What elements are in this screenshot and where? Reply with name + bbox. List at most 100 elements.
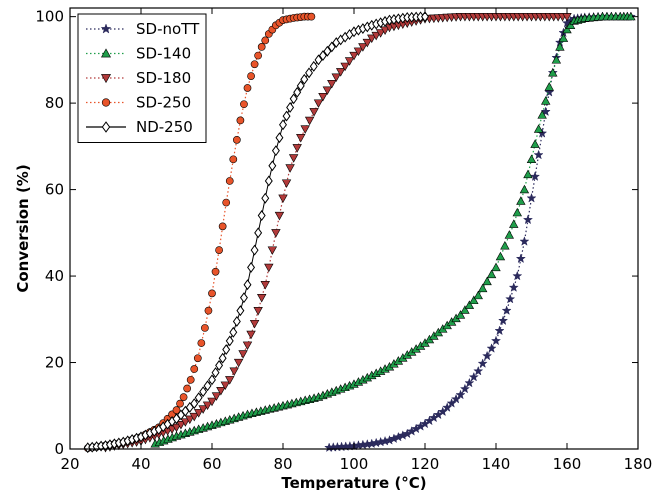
data-point xyxy=(358,43,368,52)
legend-item: ND-250 xyxy=(86,118,193,136)
y-tick-label: 80 xyxy=(45,94,64,112)
data-point xyxy=(304,116,315,126)
data-point xyxy=(486,269,497,279)
data-point xyxy=(335,68,346,77)
data-point xyxy=(202,401,213,411)
x-tick-label: 20 xyxy=(60,455,79,473)
data-point xyxy=(482,350,493,361)
data-point xyxy=(246,330,256,340)
data-point xyxy=(190,365,199,373)
data-point xyxy=(249,319,260,329)
data-point xyxy=(215,246,223,254)
data-point xyxy=(494,325,505,336)
legend-label: SD-180 xyxy=(136,69,191,87)
data-point xyxy=(189,412,199,422)
data-point xyxy=(261,192,270,204)
data-point xyxy=(271,145,280,157)
series-line xyxy=(154,16,631,445)
data-point xyxy=(257,43,266,51)
data-point xyxy=(565,20,576,29)
data-point xyxy=(220,381,231,391)
data-point xyxy=(204,306,213,315)
data-point xyxy=(240,100,248,109)
data-point xyxy=(288,154,299,163)
data-point xyxy=(490,335,502,346)
data-point xyxy=(278,194,288,204)
y-tick-label: 0 xyxy=(54,440,64,458)
data-point xyxy=(193,354,202,363)
data-point xyxy=(522,214,534,225)
data-point xyxy=(455,310,466,319)
data-point xyxy=(279,119,287,131)
series-sd-nott xyxy=(324,11,636,453)
data-point xyxy=(537,110,547,119)
data-point xyxy=(477,358,488,368)
x-tick-label: 100 xyxy=(340,455,369,473)
x-tick-label: 60 xyxy=(202,455,221,473)
data-point xyxy=(274,211,285,221)
data-point xyxy=(519,184,530,194)
data-point xyxy=(225,335,234,347)
y-axis-label: Conversion (%) xyxy=(14,164,32,292)
data-point xyxy=(292,144,302,153)
data-point xyxy=(281,179,292,188)
legend-marker xyxy=(100,48,112,58)
data-point xyxy=(293,86,302,98)
data-point xyxy=(533,124,544,133)
data-point xyxy=(526,154,537,163)
x-tick-label: 180 xyxy=(624,455,653,473)
data-point xyxy=(362,38,373,48)
data-point xyxy=(468,371,479,382)
data-point xyxy=(236,305,245,317)
data-point xyxy=(508,282,519,292)
data-point xyxy=(318,50,327,62)
data-point xyxy=(250,60,259,69)
data-point xyxy=(282,110,291,122)
data-point xyxy=(558,33,569,42)
data-point xyxy=(526,192,537,203)
data-point xyxy=(309,60,318,72)
data-point xyxy=(318,92,328,102)
data-point xyxy=(236,116,245,125)
data-point xyxy=(307,12,316,21)
data-point xyxy=(340,62,350,72)
data-point xyxy=(464,300,475,309)
data-point xyxy=(264,175,273,187)
data-point xyxy=(323,45,332,57)
data-point xyxy=(300,73,309,85)
data-point xyxy=(180,418,191,427)
x-tick-label: 120 xyxy=(411,455,440,473)
data-point xyxy=(551,55,562,64)
data-point xyxy=(232,135,241,144)
data-point xyxy=(562,24,572,34)
data-point xyxy=(229,326,238,338)
data-point xyxy=(247,261,256,273)
data-point xyxy=(296,134,306,143)
data-point xyxy=(194,392,203,404)
x-tick-label: 40 xyxy=(131,455,150,473)
data-point xyxy=(261,36,270,45)
legend-item: SD-140 xyxy=(86,45,191,63)
data-point xyxy=(275,132,284,144)
data-point xyxy=(201,324,209,332)
data-point xyxy=(222,198,231,207)
data-point xyxy=(199,386,208,398)
data-point xyxy=(267,246,278,255)
data-point xyxy=(225,376,235,385)
legend-marker xyxy=(100,74,112,84)
x-tick-label: 160 xyxy=(553,455,582,473)
data-point xyxy=(176,421,186,430)
data-point xyxy=(286,101,295,113)
data-point xyxy=(548,68,558,77)
data-point xyxy=(498,315,509,326)
data-point xyxy=(500,240,510,250)
data-point xyxy=(512,207,523,217)
data-point xyxy=(515,253,526,264)
series-sd-140 xyxy=(150,11,636,448)
data-point xyxy=(491,262,501,272)
legend-label: SD-noTT xyxy=(136,20,200,38)
data-point xyxy=(314,54,323,66)
series-nd-250 xyxy=(83,11,429,454)
data-point xyxy=(243,279,252,291)
data-point xyxy=(229,155,238,164)
